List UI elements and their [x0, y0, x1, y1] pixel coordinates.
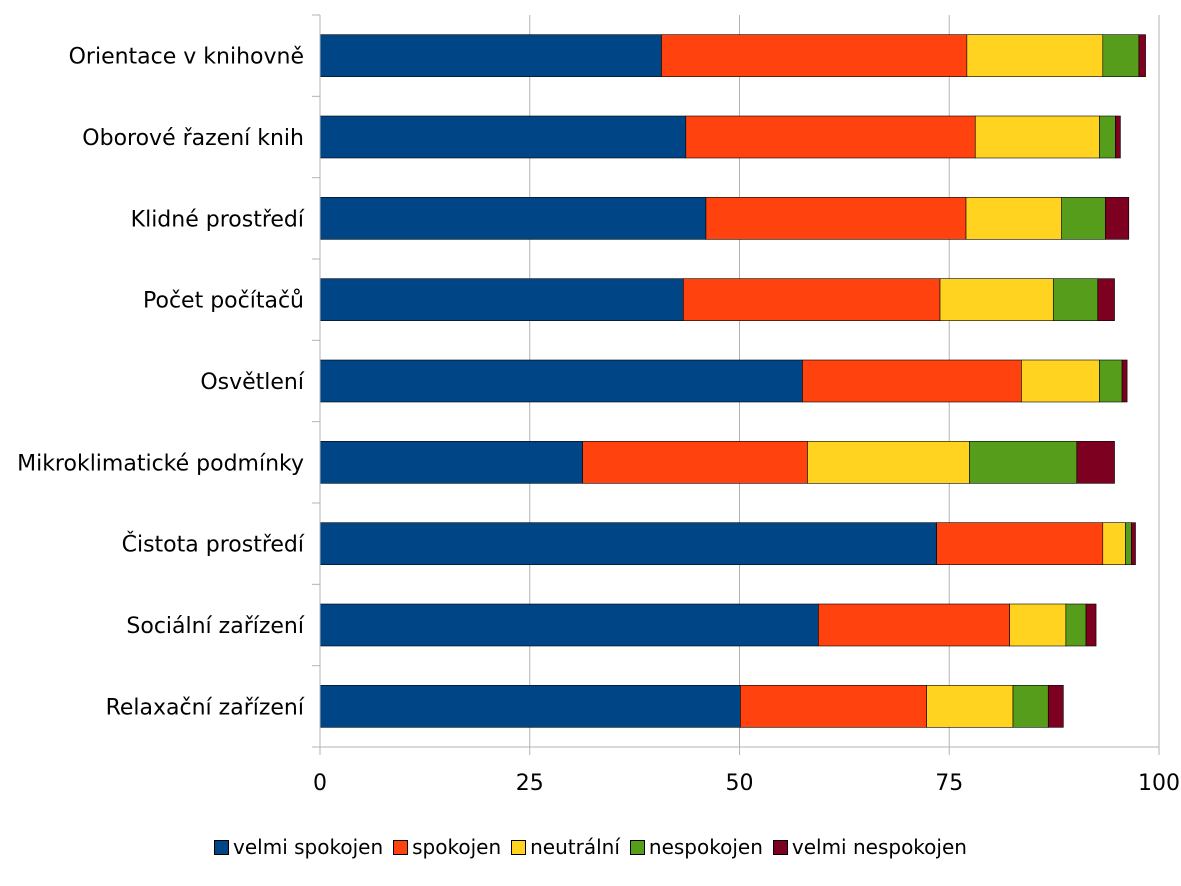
legend-item: nespokojen: [629, 835, 763, 859]
legend-item: spokojen: [393, 835, 501, 859]
x-tick-label: 100: [1138, 771, 1180, 796]
legend-swatch: [214, 839, 230, 855]
bar-segment: [1099, 359, 1123, 403]
legend-label: velmi spokojen: [233, 835, 384, 859]
category-label: Klidné prostředí: [131, 207, 305, 232]
bar-segment: [319, 34, 662, 77]
category-label: Oborové řazení knih: [82, 126, 304, 151]
bar-segment: [1102, 34, 1140, 77]
x-tick-label: 0: [313, 771, 327, 796]
bar-segment: [1099, 115, 1116, 159]
bar-segment: [807, 441, 970, 484]
legend-label: neutrální: [530, 835, 620, 859]
bar-segment: [1047, 685, 1064, 728]
bar-segment: [319, 278, 684, 321]
category-label: Mikroklimatické podmínky: [17, 451, 304, 476]
bar-segment: [682, 278, 941, 321]
bar-segment: [1115, 115, 1121, 159]
legend: velmi spokojen spokojen neutrální nespokoje…: [0, 830, 1181, 864]
bar-segment: [1076, 441, 1115, 484]
bar-segment: [1065, 603, 1087, 647]
axes: [312, 14, 1160, 755]
bar-segment: [1105, 197, 1130, 240]
bar-segment: [685, 115, 976, 159]
legend-label: spokojen: [412, 835, 502, 859]
category-label: Relaxační zařízení: [106, 695, 305, 720]
bar-segment: [818, 603, 1010, 647]
legend-item: velmi spokojen: [214, 835, 383, 859]
bar-segment: [705, 197, 967, 240]
bar-segment: [1012, 685, 1049, 728]
bar-segment: [319, 359, 803, 403]
category-label: Osvětlení: [200, 370, 305, 395]
bar-segment: [969, 441, 1078, 484]
bar-segment: [319, 685, 741, 728]
category-labels: Orientace v knihovně Oborové řazení knih K…: [17, 45, 305, 721]
bar-segment: [319, 522, 937, 565]
category-label: Orientace v knihovně: [69, 45, 304, 70]
bar-segment: [1121, 359, 1128, 403]
bar-segment: [966, 34, 1104, 77]
bar-segment: [974, 115, 1100, 159]
legend-label: velmi nespokojen: [791, 835, 967, 859]
bar-segment: [1052, 278, 1099, 321]
x-tick-labels: 0 25 50 75 100: [313, 771, 1180, 796]
bar-segment: [1138, 34, 1146, 77]
x-tick-label: 75: [935, 771, 963, 796]
legend-swatch: [772, 839, 788, 855]
category-label: Sociální zařízení: [126, 614, 304, 639]
category-label: Počet počítačů: [143, 289, 304, 314]
bar-segment: [319, 441, 583, 484]
bar-segment: [1085, 603, 1097, 647]
bar-segment: [1021, 359, 1100, 403]
bar-segment: [319, 115, 687, 159]
bar-segment: [1131, 522, 1136, 565]
bar-segment: [319, 197, 707, 240]
legend-swatch: [393, 839, 409, 855]
bar-segment: [936, 522, 1104, 565]
legend-item: neutrální: [511, 835, 620, 859]
category-label: Čistota prostředí: [122, 532, 305, 558]
legend-item: velmi nespokojen: [772, 835, 967, 859]
legend-swatch: [511, 839, 527, 855]
bar-segment: [740, 685, 927, 728]
bar-segment: [661, 34, 968, 77]
bar-segment: [1061, 197, 1106, 240]
x-tick-label: 25: [516, 771, 544, 796]
legend-swatch: [629, 839, 645, 855]
bars: [319, 34, 1146, 728]
bar-segment: [926, 685, 1014, 728]
bar-segment: [965, 197, 1062, 240]
bar-segment: [1125, 522, 1132, 565]
x-tick-label: 50: [726, 771, 754, 796]
legend-label: nespokojen: [648, 835, 763, 859]
bar-segment: [939, 278, 1054, 321]
bar-segment: [1097, 278, 1115, 321]
bar-segment: [1102, 522, 1126, 565]
bar-segment: [802, 359, 1022, 403]
bar-segment: [319, 603, 819, 647]
bar-segment: [1009, 603, 1067, 647]
bar-segment: [582, 441, 808, 484]
